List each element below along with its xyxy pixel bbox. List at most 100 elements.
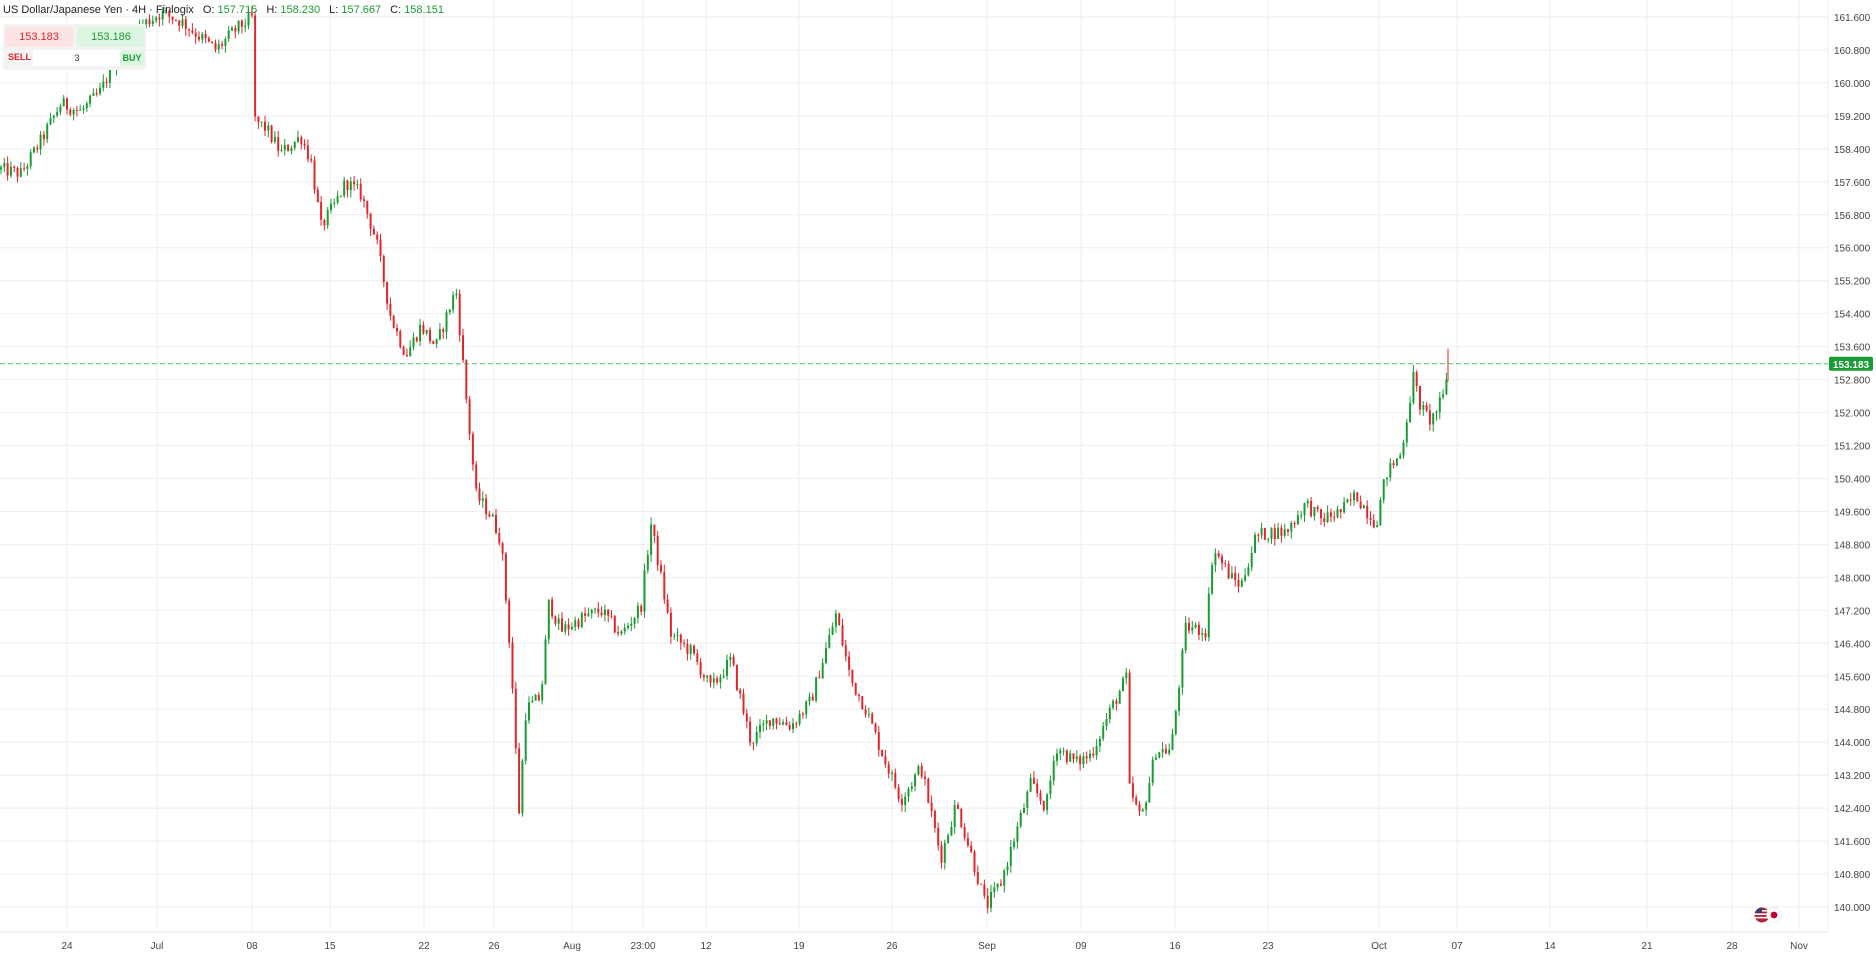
candle-body: [445, 312, 448, 333]
candle-body: [13, 166, 16, 168]
candle-body: [881, 749, 884, 757]
candle-body: [841, 625, 844, 646]
candle-body: [105, 81, 108, 83]
candle-body: [1089, 753, 1091, 759]
sell-button[interactable]: SELL: [8, 52, 32, 62]
candle-body: [455, 293, 458, 296]
candle-body: [884, 756, 887, 765]
candle-body: [1329, 512, 1332, 517]
candle-body: [511, 642, 514, 689]
y-tick-label: 148.000: [1834, 573, 1871, 584]
sell-price[interactable]: 153.183: [5, 27, 73, 47]
candle-body: [696, 653, 699, 663]
candle-body: [1075, 756, 1078, 760]
candle-body: [85, 103, 88, 109]
candle-body: [818, 677, 821, 679]
candle-body: [1386, 477, 1388, 480]
candle-body: [1128, 672, 1131, 784]
candle-body: [452, 295, 455, 310]
x-tick-label: 19: [793, 941, 805, 952]
candle-body: [42, 134, 45, 140]
candle-body: [1230, 572, 1233, 579]
high-label: H:: [266, 4, 278, 16]
candle-body: [574, 620, 577, 627]
candle-body: [158, 17, 161, 20]
candle-body: [270, 125, 273, 142]
candle-body: [1141, 809, 1144, 812]
candle-body: [1098, 738, 1101, 747]
candle-body: [356, 184, 359, 186]
y-tick-label: 152.800: [1834, 376, 1871, 387]
buy-button[interactable]: BUY: [120, 50, 144, 66]
candle-body: [1409, 402, 1412, 423]
candle-body: [204, 34, 207, 39]
x-tick-label: Oct: [1371, 941, 1387, 952]
quantity-input[interactable]: 3: [33, 50, 121, 66]
candle-body: [851, 669, 854, 683]
x-tick-label: 08: [246, 941, 258, 952]
candle-body: [1062, 750, 1065, 752]
candle-body: [1366, 505, 1369, 518]
candle-body: [521, 760, 524, 814]
y-axis[interactable]: 161.600 160.800 160.000 159.200 158.400 157.6…: [1834, 13, 1871, 914]
candle-body: [1254, 534, 1256, 553]
candle-body: [749, 721, 752, 743]
candle-body: [194, 32, 197, 37]
candle-body: [1211, 565, 1214, 594]
candle-body: [353, 181, 356, 185]
candle-body: [1065, 750, 1068, 762]
candle-body: [1039, 793, 1042, 801]
candle-body: [1415, 372, 1418, 387]
low-value: 157.667: [341, 4, 382, 16]
candle-body: [778, 723, 781, 725]
candle-body: [765, 720, 768, 724]
candle-body: [1428, 410, 1431, 425]
candle-body: [755, 732, 758, 744]
candle-body: [1145, 802, 1148, 810]
candle-body: [62, 98, 65, 107]
close-value: 158.151: [404, 4, 444, 16]
ohlc-legend: US Dollar/Japanese Yen · 4H · Finlogix O…: [3, 4, 444, 16]
buy-price[interactable]: 153.186: [77, 27, 145, 47]
candle-body: [188, 29, 191, 31]
x-tick-label: 21: [1641, 941, 1653, 952]
candle-body: [1178, 687, 1181, 712]
x-axis[interactable]: 24 Jul 08 15 22 26 Aug 23:00 12 19 26 Sep 09 16 23 Oct 0…: [61, 941, 1807, 952]
x-tick-label: 22: [418, 941, 430, 952]
trade-widget: 153.183 153.186 SELL 3 BUY: [3, 24, 146, 70]
candle-body: [191, 30, 194, 33]
candle-body: [79, 109, 82, 111]
candle-body: [534, 694, 537, 701]
candle-body: [524, 720, 527, 761]
candle-body: [1392, 463, 1395, 466]
candle-body: [39, 134, 42, 150]
candle-body: [1273, 528, 1276, 539]
candle-body: [293, 141, 296, 149]
candle-body: [257, 116, 260, 123]
candle-body: [23, 168, 26, 170]
candle-body: [940, 845, 943, 863]
candle-body: [924, 776, 926, 779]
candle-body: [471, 434, 474, 465]
candle-body: [1082, 756, 1085, 765]
candle-body: [933, 811, 936, 828]
candle-body: [1221, 556, 1223, 564]
x-tick-label: 26: [488, 941, 500, 952]
candle-body: [481, 498, 484, 501]
candle-body: [33, 147, 35, 153]
candle-body: [1069, 753, 1072, 762]
candle-body: [234, 27, 237, 32]
candle-body: [227, 30, 230, 39]
x-tick-label: 15: [324, 941, 336, 952]
candle-body: [1339, 509, 1342, 513]
candle-body: [844, 645, 847, 657]
candle-body: [396, 327, 398, 332]
candle-body: [458, 293, 461, 336]
candle-body: [250, 13, 253, 16]
candle-body: [313, 160, 316, 190]
candle-body: [402, 346, 405, 355]
symbol-name: US Dollar/Japanese Yen: [3, 4, 123, 16]
x-tick-label: Aug: [563, 941, 581, 952]
candle-body: [584, 613, 587, 616]
